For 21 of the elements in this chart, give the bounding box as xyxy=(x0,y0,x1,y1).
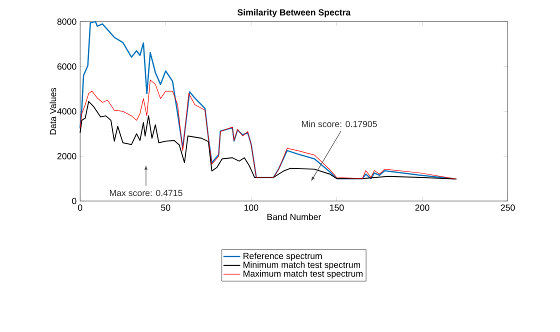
annotation: Min score: 0.17905 xyxy=(302,120,377,128)
y-tick-label: 4000 xyxy=(57,108,76,114)
x-tick-label: 100 xyxy=(244,204,258,211)
y-tick-label: 2000 xyxy=(57,153,76,160)
legend-label: Maximum match test spectrum xyxy=(244,270,363,278)
y-axis-title: Data Values xyxy=(50,88,56,134)
legend-label: Reference spectrum xyxy=(244,252,322,261)
x-tick-label: 50 xyxy=(161,204,170,211)
x-tick-label: 200 xyxy=(415,204,430,211)
x-axis-title: Band Number xyxy=(267,214,322,220)
x-tick-label: 0 xyxy=(78,204,82,211)
x-tick-label: 150 xyxy=(330,204,344,211)
y-tick-label: 6000 xyxy=(57,63,76,70)
legend-label: Minimum match test spectrum xyxy=(244,261,360,270)
chart-title: Similarity Between Spectra xyxy=(237,8,351,18)
annotation: Max score: 0.4715 xyxy=(110,190,182,196)
line-series xyxy=(80,80,457,180)
y-tick-label: 8000 xyxy=(57,18,76,25)
x-tick-label: 250 xyxy=(500,204,515,211)
line-series xyxy=(79,21,458,180)
y-tick-label: 0 xyxy=(72,198,76,204)
